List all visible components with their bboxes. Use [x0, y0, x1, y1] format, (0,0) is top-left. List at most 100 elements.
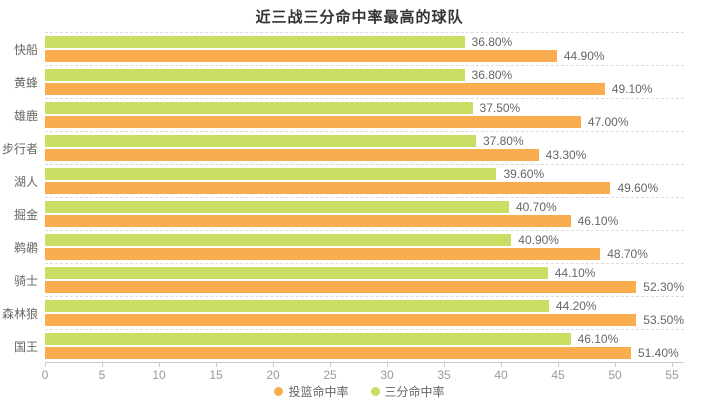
- legend-label: 三分命中率: [384, 385, 445, 399]
- three-point-pct-value-label: 44.20%: [555, 299, 597, 313]
- x-axis: 0 5 10 15 20 25 30 35 40 45 50 55: [41, 363, 684, 383]
- three-point-pct-bar-line: 40.90%: [45, 234, 684, 246]
- field-goal-pct-value-label: 52.30%: [643, 280, 684, 294]
- legend: 投篮命中率 三分命中率: [0, 383, 719, 400]
- legend-label: 投篮命中率: [288, 385, 349, 399]
- bar-group: 鹈鹕 40.90% 48.70%: [14, 230, 684, 263]
- category-label: 湖人: [13, 174, 38, 189]
- three-point-pct-bar-line: 39.60%: [45, 168, 684, 180]
- bar-group: 步行者 37.80% 43.30%: [2, 131, 684, 164]
- field-goal-pct-value-label: 46.10%: [577, 214, 619, 228]
- field-goal-pct-value-label: 51.40%: [637, 346, 679, 360]
- field-goal-pct-bar-line: 52.30%: [45, 281, 684, 293]
- field-goal-pct-bar: [45, 314, 637, 326]
- field-goal-pct-bar: [45, 281, 637, 293]
- field-goal-pct-value-label: 47.00%: [587, 115, 629, 129]
- field-goal-pct-bar: [45, 116, 581, 128]
- tick-mark: [444, 363, 446, 367]
- tick-mark: [45, 363, 46, 367]
- bar-group: 雄鹿 37.50% 47.00%: [14, 98, 684, 131]
- three-point-pct-bar-line: 36.80%: [45, 69, 684, 81]
- category-label: 黄蜂: [13, 75, 38, 90]
- bar-group: 湖人 39.60% 49.60%: [14, 164, 684, 197]
- tick-label: 40: [494, 368, 508, 382]
- field-goal-pct-value-label: 49.10%: [611, 82, 653, 96]
- tick-label: 30: [380, 368, 394, 382]
- field-goal-pct-value-label: 49.60%: [617, 181, 659, 195]
- tick-label: 50: [608, 368, 622, 382]
- bar-group: 快船 36.80% 44.90%: [14, 32, 684, 65]
- three-point-pct-bar-line: 37.50%: [45, 102, 684, 114]
- field-goal-pct-bar-line: 51.40%: [45, 347, 684, 359]
- bar-group: 森林狼 44.20% 53.50%: [2, 296, 684, 329]
- field-goal-pct-value-label: 48.70%: [607, 247, 648, 261]
- three-point-pct-bar: [45, 36, 465, 48]
- tick-label: 0: [41, 368, 49, 382]
- category-label: 掘金: [13, 207, 38, 222]
- three-point-pct-bar-line: 44.10%: [45, 267, 684, 279]
- category-label: 森林狼: [1, 306, 38, 321]
- three-point-pct-bar: [45, 333, 571, 345]
- field-goal-pct-bar-line: 47.00%: [45, 116, 684, 128]
- three-point-pct-value-label: 46.10%: [577, 332, 619, 346]
- field-goal-pct-bar-line: 43.30%: [45, 149, 684, 161]
- category-label: 骑士: [13, 273, 38, 288]
- three-point-pct-bar: [45, 300, 549, 312]
- bar-group: 掘金 40.70% 46.10%: [14, 197, 684, 230]
- tick-mark: [159, 363, 160, 367]
- tick-mark: [558, 363, 560, 367]
- tick-mark: [387, 363, 389, 367]
- bar-group: 国王 46.10% 51.40%: [14, 329, 684, 362]
- three-point-pct-value-label: 36.80%: [471, 68, 513, 82]
- three-point-pct-value-label: 37.80%: [482, 134, 524, 148]
- legend-dot-three-point-pct: [370, 387, 380, 396]
- category-label: 步行者: [1, 141, 38, 156]
- legend-item-three-point-pct[interactable]: 三分命中率: [370, 383, 445, 400]
- tick-mark: [330, 363, 331, 367]
- field-goal-pct-bar: [45, 50, 557, 62]
- tick-mark: [672, 363, 674, 367]
- field-goal-pct-bar: [45, 215, 571, 227]
- tick-label: 15: [209, 368, 223, 382]
- field-goal-pct-bar-line: 48.70%: [45, 248, 684, 260]
- field-goal-pct-bar-line: 49.60%: [45, 182, 684, 194]
- field-goal-pct-bar-line: 49.10%: [45, 83, 684, 95]
- three-point-pct-bar: [45, 69, 465, 81]
- tick-label: 10: [152, 368, 166, 382]
- tick-label: 35: [437, 368, 451, 382]
- three-point-pct-value-label: 39.60%: [503, 167, 545, 181]
- three-point-pct-value-label: 40.70%: [516, 200, 557, 214]
- three-point-pct-value-label: 37.50%: [479, 101, 521, 115]
- category-label: 雄鹿: [13, 108, 38, 123]
- bar-group: 黄蜂 36.80% 49.10%: [14, 65, 684, 98]
- field-goal-pct-bar-line: 44.90%: [45, 50, 684, 62]
- field-goal-pct-bar: [45, 149, 539, 161]
- tick-mark: [615, 363, 617, 367]
- tick-mark: [102, 363, 103, 367]
- three-point-pct-value-label: 44.10%: [554, 266, 596, 280]
- three-point-pct-bar-line: 44.20%: [45, 300, 684, 312]
- three-point-pct-bar: [45, 168, 497, 180]
- tick-label: 55: [665, 368, 679, 382]
- tick-mark: [501, 363, 503, 367]
- field-goal-pct-bar: [45, 83, 605, 95]
- category-label: 快船: [13, 42, 38, 57]
- field-goal-pct-bar: [45, 182, 611, 194]
- three-point-pct-bar: [45, 201, 509, 213]
- three-point-pct-bar: [45, 135, 476, 147]
- three-point-pct-bar: [45, 102, 473, 114]
- tick-label: 25: [323, 368, 337, 382]
- tick-mark: [216, 363, 217, 367]
- field-goal-pct-bar-line: 46.10%: [45, 215, 684, 227]
- three-point-pct-value-label: 36.80%: [471, 35, 513, 49]
- three-point-pct-bar-line: 37.80%: [45, 135, 684, 147]
- legend-item-field-goal-pct[interactable]: 投篮命中率: [274, 383, 349, 400]
- category-label: 国王: [13, 339, 38, 354]
- field-goal-pct-value-label: 43.30%: [545, 148, 587, 162]
- field-goal-pct-bar: [45, 248, 601, 260]
- tick-label: 45: [551, 368, 565, 382]
- chart-title: 近三战三分命中率最高的球队: [255, 9, 464, 26]
- field-goal-pct-bar-line: 53.50%: [45, 314, 684, 326]
- three-point-pct-bar-line: 40.70%: [45, 201, 684, 213]
